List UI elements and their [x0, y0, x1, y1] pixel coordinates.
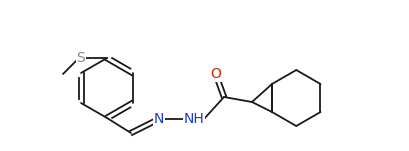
Text: NH: NH	[183, 112, 204, 126]
Text: S: S	[76, 51, 85, 65]
Text: N: N	[153, 112, 164, 126]
Text: O: O	[210, 67, 221, 81]
